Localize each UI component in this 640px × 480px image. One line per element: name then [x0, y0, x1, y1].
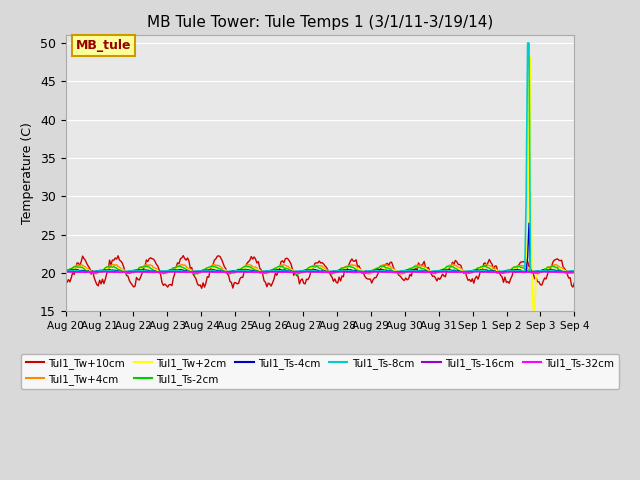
Legend: Tul1_Tw+10cm, Tul1_Tw+4cm, Tul1_Tw+2cm, Tul1_Ts-2cm, Tul1_Ts-4cm, Tul1_Ts-8cm, T: Tul1_Tw+10cm, Tul1_Tw+4cm, Tul1_Tw+2cm, … — [21, 354, 619, 389]
Text: MB_tule: MB_tule — [76, 39, 131, 52]
Title: MB Tule Tower: Tule Temps 1 (3/1/11-3/19/14): MB Tule Tower: Tule Temps 1 (3/1/11-3/19… — [147, 15, 493, 30]
Y-axis label: Temperature (C): Temperature (C) — [21, 122, 35, 224]
